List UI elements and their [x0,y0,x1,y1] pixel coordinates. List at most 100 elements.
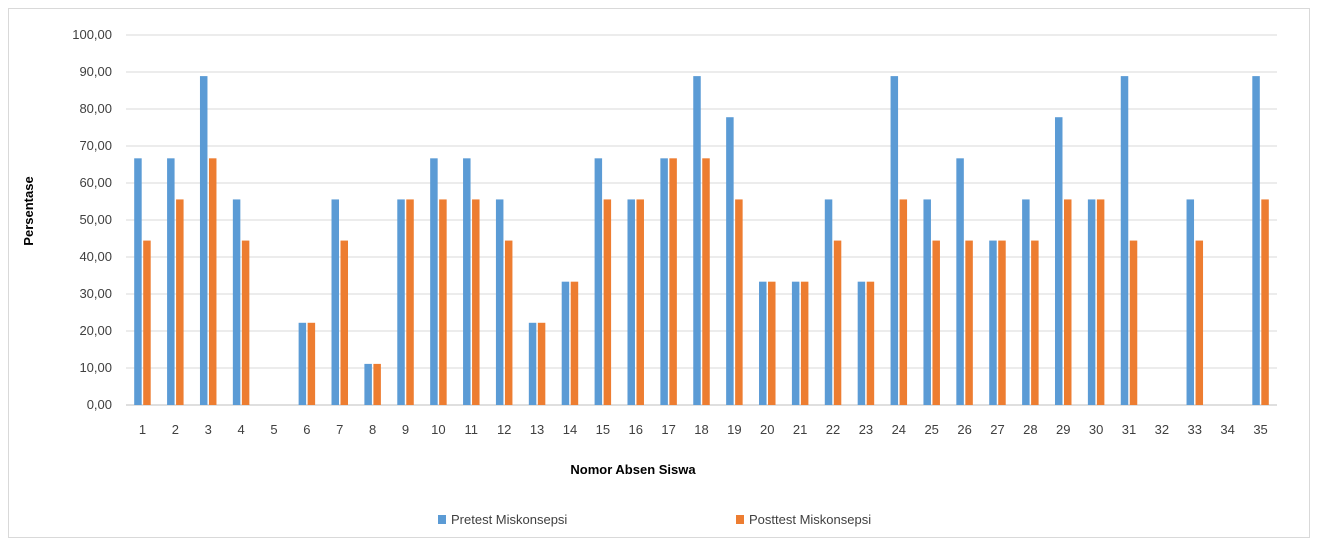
bar-posttest [1096,199,1105,405]
x-tick-label: 17 [661,422,675,437]
x-tick-label: 32 [1155,422,1169,437]
bar-posttest [373,363,381,405]
bar-posttest [1129,240,1138,405]
bar-pretest [397,199,405,405]
x-tick-label: 6 [303,422,310,437]
x-tick-label: 22 [826,422,840,437]
x-tick-label: 4 [237,422,244,437]
x-tick-label: 34 [1220,422,1234,437]
x-tick-label: 5 [270,422,277,437]
bar-posttest [965,240,973,405]
x-tick-label: 7 [336,422,343,437]
x-axis-title: Nomor Absen Siswa [570,462,696,477]
y-tick-label: 20,00 [79,323,112,338]
y-tick-label: 80,00 [79,101,112,116]
x-axis-ticks: 1 2 3 4 5 6 7 8 9 10 11 12 13 14 15 16 17 18 19 20 21 22 23 24 2… [139,422,1268,437]
legend-swatch-pretest [438,515,446,524]
bar-pretest [989,240,997,405]
bar-posttest [636,199,644,405]
bar-posttest [866,281,875,405]
bar-posttest [1261,199,1269,405]
bar-posttest [307,322,316,405]
bar-posttest [208,158,217,405]
x-tick-label: 11 [465,422,479,437]
y-tick-label: 100,00 [72,27,112,42]
x-tick-label: 21 [793,422,807,437]
x-tick-label: 10 [431,422,445,437]
x-tick-label: 23 [859,422,873,437]
legend-label-posttest: Posttest Miskonsepsi [749,512,871,527]
bar-pretest [199,76,208,406]
y-tick-label: 30,00 [79,286,112,301]
bar-pretest [463,158,471,405]
y-tick-label: 60,00 [79,175,112,190]
bar-posttest [1063,199,1072,405]
bar-pretest [594,158,603,405]
bar-pretest [528,322,537,405]
bar-posttest [176,199,184,405]
bar-pretest [298,322,307,405]
bar-posttest [1031,240,1039,405]
bar-posttest [570,281,579,405]
bar-pretest [167,158,175,405]
bar-pretest [923,199,931,405]
x-tick-label: 19 [727,422,741,437]
bar-pretest [561,281,570,405]
bar-pretest [1252,76,1260,406]
bar-pretest [1054,117,1063,406]
bar-pretest [824,199,833,405]
bar-posttest [472,199,480,405]
bar-pretest [627,199,635,405]
x-tick-label: 14 [563,422,577,437]
bar-posttest [768,281,776,405]
bar-posttest [340,240,349,405]
x-tick-label: 13 [530,422,544,437]
bar-posttest [439,199,447,405]
bar-pretest [134,158,142,405]
y-tick-label: 70,00 [79,138,112,153]
bar-pretest [1022,199,1030,405]
bar-pretest [857,281,866,405]
bar-posttest [998,240,1006,405]
bar-pretest [1087,199,1096,405]
bar-pretest [660,158,668,405]
gridlines [126,34,1277,406]
bar-pretest [331,199,340,405]
bar-pretest [726,117,734,406]
bar-pretest [495,199,504,405]
x-tick-label: 8 [369,422,376,437]
y-tick-label: 0,00 [87,397,112,412]
bar-pretest [430,158,438,405]
bar-pretest [791,281,800,405]
bar-pretest [759,281,767,405]
x-tick-label: 31 [1122,422,1136,437]
bar-pretest [232,199,241,405]
bar-pretest [956,158,964,405]
y-axis-title: Persentase [21,176,36,245]
x-tick-label: 3 [205,422,212,437]
x-tick-label: 27 [990,422,1004,437]
x-tick-label: 24 [892,422,906,437]
x-tick-label: 29 [1056,422,1070,437]
x-tick-label: 15 [596,422,610,437]
bar-pretest [1120,76,1129,406]
x-tick-label: 20 [760,422,774,437]
legend-swatch-posttest [736,515,744,524]
y-tick-label: 40,00 [79,249,112,264]
bars [134,76,1269,406]
x-tick-label: 25 [924,422,938,437]
legend-label-pretest: Pretest Miskonsepsi [451,512,567,527]
x-tick-label: 1 [139,422,146,437]
bar-posttest [537,322,546,405]
x-tick-label: 16 [628,422,642,437]
bar-posttest [406,199,414,405]
x-tick-label: 12 [497,422,511,437]
x-tick-label: 2 [172,422,179,437]
bar-posttest [800,281,809,405]
bar-posttest [143,240,151,405]
bar-pretest [890,76,899,406]
bar-posttest [669,158,677,405]
bar-posttest [899,199,908,405]
bar-posttest [241,240,250,405]
